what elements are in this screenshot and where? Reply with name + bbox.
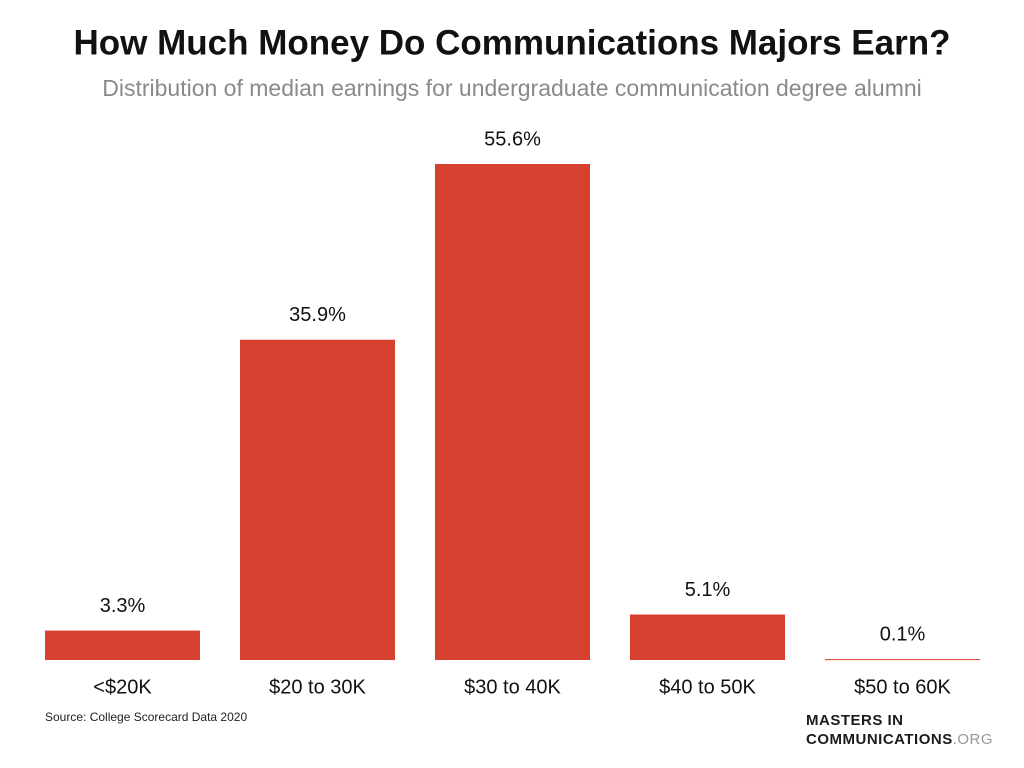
x-tick-label: $40 to 50K	[659, 676, 756, 698]
logo-suffix: .ORG	[953, 731, 993, 748]
logo-line: COMMUNICATIONS.ORG	[806, 731, 993, 748]
bar	[435, 164, 590, 660]
x-tick-label: $30 to 40K	[464, 676, 561, 698]
value-label: 55.6%	[484, 128, 541, 150]
bar	[825, 659, 980, 661]
source-note: Source: College Scorecard Data 2020	[45, 710, 247, 724]
bar	[240, 339, 395, 660]
logo-line: MASTERS IN	[806, 712, 904, 729]
x-tick-label: $50 to 60K	[854, 676, 951, 698]
chart-title: How Much Money Do Communications Majors …	[73, 23, 950, 62]
logo: MASTERS IN COMMUNICATIONS.ORG	[806, 712, 993, 748]
x-tick-label: $20 to 30K	[269, 676, 366, 698]
value-label: 0.1%	[880, 623, 926, 645]
bar	[630, 614, 785, 660]
bar	[45, 630, 200, 660]
logo-word: COMMUNICATIONS	[806, 731, 953, 748]
value-label: 3.3%	[100, 595, 146, 617]
value-label: 5.1%	[685, 579, 731, 601]
x-tick-label: <$20K	[93, 676, 152, 698]
value-label: 35.9%	[289, 304, 346, 326]
chart-subtitle: Distribution of median earnings for unde…	[102, 75, 922, 101]
